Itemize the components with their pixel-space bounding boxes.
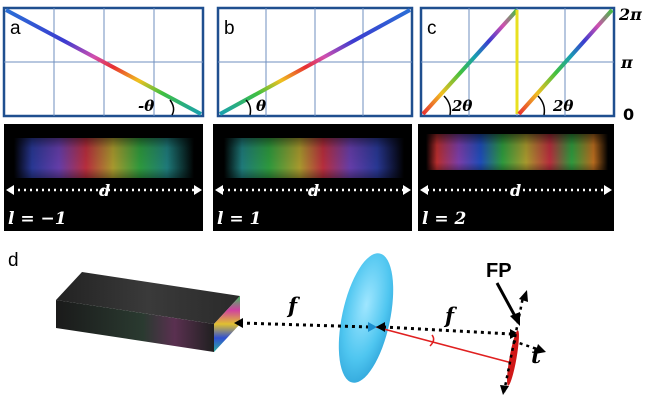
order-label-c: l = 2 bbox=[422, 209, 467, 229]
angle-arc-a bbox=[169, 99, 175, 116]
tilt-label: t bbox=[531, 343, 541, 369]
intensity-image-c: d l = 2 bbox=[418, 124, 614, 231]
focal-arrow-2 bbox=[382, 325, 513, 336]
focal-label-1: f bbox=[286, 293, 301, 318]
phase-ramp-b bbox=[219, 8, 411, 116]
distance-label-b: d bbox=[308, 181, 319, 200]
order-label-b: l = 1 bbox=[217, 209, 261, 229]
focal-plane-axis bbox=[502, 296, 525, 393]
focal-label-2: f bbox=[443, 303, 458, 328]
diffraction-angle-arc bbox=[429, 334, 435, 347]
order-label-a: l = −1 bbox=[8, 209, 67, 229]
phase-panel-c: c 2θ 2θ bbox=[419, 6, 616, 118]
focal-plane-pointer bbox=[495, 282, 518, 319]
angle-label-c1: 2θ bbox=[451, 97, 472, 115]
angle-arc-c1 bbox=[443, 95, 452, 116]
focal-arrow-1 bbox=[239, 321, 371, 329]
phase-label-2pi: 2π bbox=[618, 5, 642, 24]
tilt-axis bbox=[512, 339, 541, 352]
phase-panel-b: b θ bbox=[216, 6, 414, 118]
panel-label-b: b bbox=[224, 18, 235, 39]
focal-plane-label: FP bbox=[486, 260, 512, 282]
phase-label-zero: 0 bbox=[623, 105, 634, 124]
phase-ramp-c2 bbox=[517, 8, 614, 116]
phase-ramp-a bbox=[5, 8, 202, 116]
panel-label-a: a bbox=[10, 18, 21, 39]
phase-panel-a: a -θ bbox=[2, 6, 205, 118]
crystal-block bbox=[56, 272, 240, 352]
angle-arc-b bbox=[245, 99, 252, 116]
focal-spot bbox=[507, 330, 519, 386]
lens bbox=[338, 253, 394, 383]
phase-ramp-c1 bbox=[421, 8, 519, 116]
panel-label-c: c bbox=[427, 18, 437, 39]
intensity-image-b: d l = 1 bbox=[213, 124, 412, 231]
angle-arc-c2 bbox=[537, 95, 546, 116]
phase-axis: 2π π 0 bbox=[618, 5, 642, 124]
phase-label-pi: π bbox=[620, 53, 633, 72]
distance-label-a: d bbox=[99, 181, 110, 200]
setup-label: d bbox=[8, 250, 19, 271]
angle-label-b: θ bbox=[256, 97, 266, 115]
setup-diagram: d f f FP t bbox=[8, 250, 546, 395]
angle-label-c2: 2θ bbox=[552, 97, 573, 115]
distance-label-c: d bbox=[510, 181, 521, 200]
angle-label-a: -θ bbox=[138, 97, 154, 115]
diffracted-ray bbox=[375, 326, 513, 364]
intensity-image-a: d l = −1 bbox=[4, 124, 203, 231]
